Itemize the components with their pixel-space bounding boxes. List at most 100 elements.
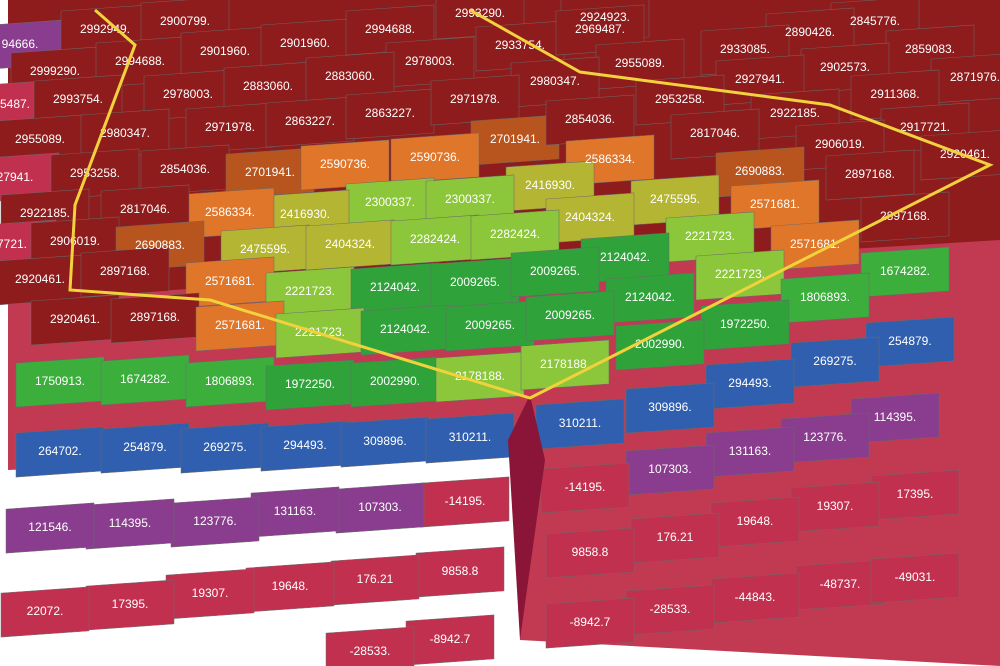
contour-label: 2890426. <box>785 25 835 39</box>
contour-label: 2586334. <box>205 205 255 219</box>
contour-label: 2817046. <box>690 126 740 140</box>
contour-label: 2009265. <box>530 264 580 278</box>
contour-label: 1972250. <box>285 377 335 391</box>
contour-label: 2690883. <box>735 164 785 178</box>
contour-label: 2993754. <box>53 92 103 106</box>
mesh-cell <box>520 339 610 391</box>
contour-label: 17395. <box>897 487 934 501</box>
contour-label: 2590736. <box>320 157 370 171</box>
mesh-cell <box>670 108 760 160</box>
contour-label: 1806893. <box>800 290 850 304</box>
contour-label: 2009265. <box>465 318 515 332</box>
contour-label: 2817046. <box>120 202 170 216</box>
mesh-cell <box>695 249 785 301</box>
contour-label: 2300337. <box>445 192 495 206</box>
contour-label: 2922185. <box>770 106 820 120</box>
contour-label: 2901960. <box>280 36 330 50</box>
contour-label: 2955089. <box>615 56 665 70</box>
contour-label: 2953258. <box>655 92 705 106</box>
contour-label: 2883060. <box>243 79 293 93</box>
contour-label: -14195. <box>565 480 606 494</box>
contour-label: 2854036. <box>160 162 210 176</box>
contour-label: 2282424. <box>490 227 540 241</box>
contour-label: 2845776. <box>850 14 900 28</box>
contour-label: 2920461. <box>15 272 65 286</box>
contour-label: 2971978. <box>450 92 500 106</box>
contour-label: 2924923. <box>580 10 630 24</box>
contour-label: 7721. <box>0 237 27 251</box>
contour-label: 2124042. <box>625 290 675 304</box>
contour-label: 2902573. <box>820 60 870 74</box>
contour-label: 2124042. <box>600 250 650 264</box>
contour-label: 2009265. <box>545 308 595 322</box>
contour-label: -8942.7 <box>570 615 611 629</box>
contour-label: 2221723. <box>715 267 765 281</box>
contour-label: 1750913. <box>35 374 85 388</box>
mesh-cell <box>625 382 715 434</box>
mesh-cell <box>510 246 600 298</box>
contour-label: 131163. <box>729 444 772 458</box>
contour-label: 114395. <box>109 516 152 530</box>
contour-label: 2690883. <box>135 238 185 252</box>
contour-label: 2897168. <box>880 209 930 223</box>
contour-label: 123776. <box>193 514 236 528</box>
mesh-cell <box>300 139 390 191</box>
contour-label: 107303. <box>358 500 401 514</box>
contour-label: 94666. <box>2 37 39 51</box>
contour-label: 2994688. <box>115 54 165 68</box>
contour-label: 2124042. <box>380 322 430 336</box>
contour-label: -48737. <box>820 577 861 591</box>
contour-label: 1674282. <box>880 264 930 278</box>
mesh-cell <box>390 132 480 184</box>
contour-label: 2999290. <box>30 64 80 78</box>
contour-label: 2416930. <box>280 207 330 221</box>
contour-label: 2978003. <box>405 54 455 68</box>
contour-label: 310211. <box>559 416 602 430</box>
contour-label: 2475595. <box>650 192 700 206</box>
contour-label: 2953258. <box>70 166 120 180</box>
crack <box>508 395 545 640</box>
contour-label: 2124042. <box>370 280 420 294</box>
contour-label: 17395. <box>112 597 149 611</box>
contour-label: 2901960. <box>200 44 250 58</box>
contour-label: 2416930. <box>525 178 575 192</box>
contour-label: 2701941. <box>245 165 295 179</box>
selection-outline <box>68 8 994 400</box>
mesh-cell <box>545 527 635 579</box>
contour-label: 2906019. <box>50 234 100 248</box>
contour-label: 309896. <box>648 400 691 414</box>
contour-label: 269275. <box>203 440 246 454</box>
contour-label: 176.21 <box>357 572 394 586</box>
contour-label: 2854036. <box>565 112 615 126</box>
contour-label: 2933085. <box>720 42 770 56</box>
contour-label: 2955089. <box>15 132 65 146</box>
contour-label: 2586334. <box>585 152 635 166</box>
contour-label: 2917721. <box>900 120 950 134</box>
contour-label: 2221723. <box>685 229 735 243</box>
mesh-cell <box>870 552 960 604</box>
contour-label: 2980347. <box>530 74 580 88</box>
contour-label: 19648. <box>737 514 774 528</box>
contour-label: 121546. <box>28 520 71 534</box>
contour-label: 269275. <box>813 354 856 368</box>
contour-label: 2221723. <box>285 284 335 298</box>
contour-label: 2906019. <box>815 137 865 151</box>
contour-label: -8942.7 <box>430 632 471 646</box>
contour-label: 264702. <box>38 444 81 458</box>
contour-label: 2922185. <box>20 206 70 220</box>
contour-label: 2933754. <box>495 38 545 52</box>
contour-label: 1806893. <box>205 374 255 388</box>
contour-label: -28533. <box>350 644 391 658</box>
contour-label: 2992949. <box>80 22 130 36</box>
contour-label: 2883060. <box>325 69 375 83</box>
contour-label: 2571681. <box>215 318 265 332</box>
contour-label: 19648. <box>272 579 309 593</box>
contour-label: 131163. <box>274 504 317 518</box>
contour-label: 2863227. <box>365 106 415 120</box>
contour-label: 2911368. <box>870 87 919 101</box>
mesh-cell <box>825 149 915 201</box>
contour-label: 19307. <box>817 499 854 513</box>
mesh-cell <box>860 191 950 243</box>
contour-label: 2404324. <box>565 210 615 224</box>
